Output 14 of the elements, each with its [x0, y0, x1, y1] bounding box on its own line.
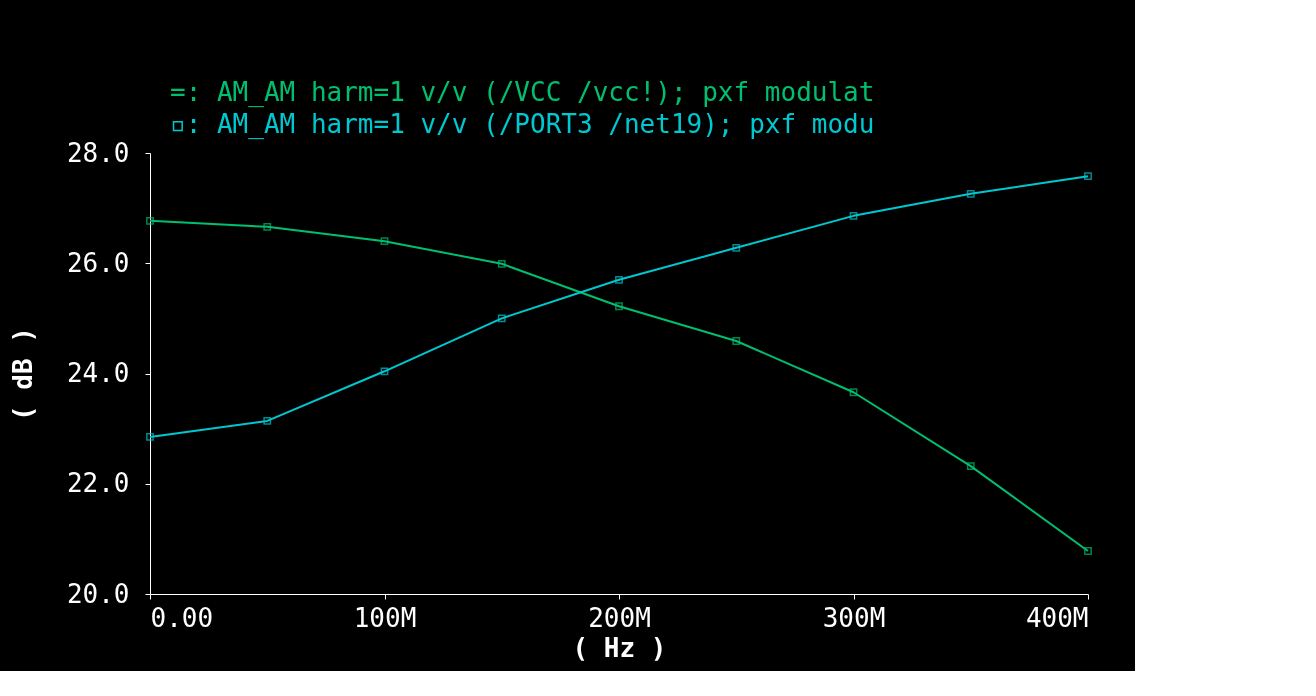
y-tick-label: 28.0: [66, 137, 130, 168]
y-tick-label: 22.0: [66, 468, 130, 499]
x-tick-label: 0.00: [150, 602, 214, 633]
text: ▫: AM_AM harm=1 v/v (/PORT3 /net19); pxf modu: [170, 109, 875, 140]
x-tick-label: 400M: [1025, 602, 1089, 633]
y-axis-title: ( dB ): [7, 327, 38, 421]
text: =: AM_AM harm=1 v/v (/VCC /vcc!); pxf modulat: [170, 77, 875, 108]
x-tick-label: 300M: [822, 602, 886, 633]
x-axis-title: ( Hz ): [572, 632, 667, 663]
x-tick-label: 200M: [588, 602, 651, 633]
x-tick-label: 100M: [353, 602, 417, 633]
y-tick-label: 20.0: [66, 578, 130, 609]
y-tick-label: 24.0: [66, 358, 130, 388]
y-tick-label: 26.0: [66, 247, 130, 278]
